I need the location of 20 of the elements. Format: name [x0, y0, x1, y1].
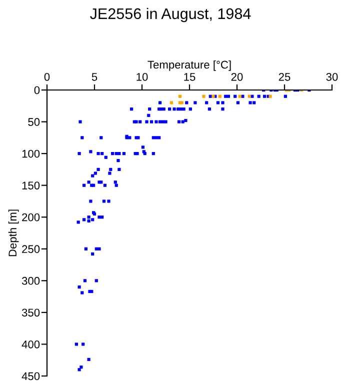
y-tick-label: 100: [22, 150, 40, 158]
x-tick-label: 0: [44, 72, 50, 81]
y-axis-title: Depth [m]: [8, 210, 19, 256]
x-axis-title: Temperature [°C]: [148, 60, 231, 71]
y-tick-label: 0: [34, 86, 40, 94]
y-tick-label: 200: [22, 213, 40, 222]
y-tick-label: 150: [22, 182, 40, 190]
y-tick-label: 350: [22, 308, 40, 317]
x-tick-label: 30: [326, 72, 338, 81]
x-tick-label: 25: [278, 72, 290, 81]
x-tick-label: 20: [231, 72, 243, 81]
y-tick-label: 300: [22, 276, 40, 285]
y-tick-label: 450: [22, 372, 40, 380]
chart-title: JE2556 in August, 1984: [90, 8, 251, 22]
y-tick-label: 250: [22, 245, 40, 254]
y-tick-label: 400: [22, 340, 40, 348]
x-tick-label: 5: [92, 73, 98, 81]
x-tick-label: 15: [184, 73, 196, 81]
x-tick-label: 10: [136, 72, 148, 81]
y-tick-label: 50: [28, 118, 40, 126]
